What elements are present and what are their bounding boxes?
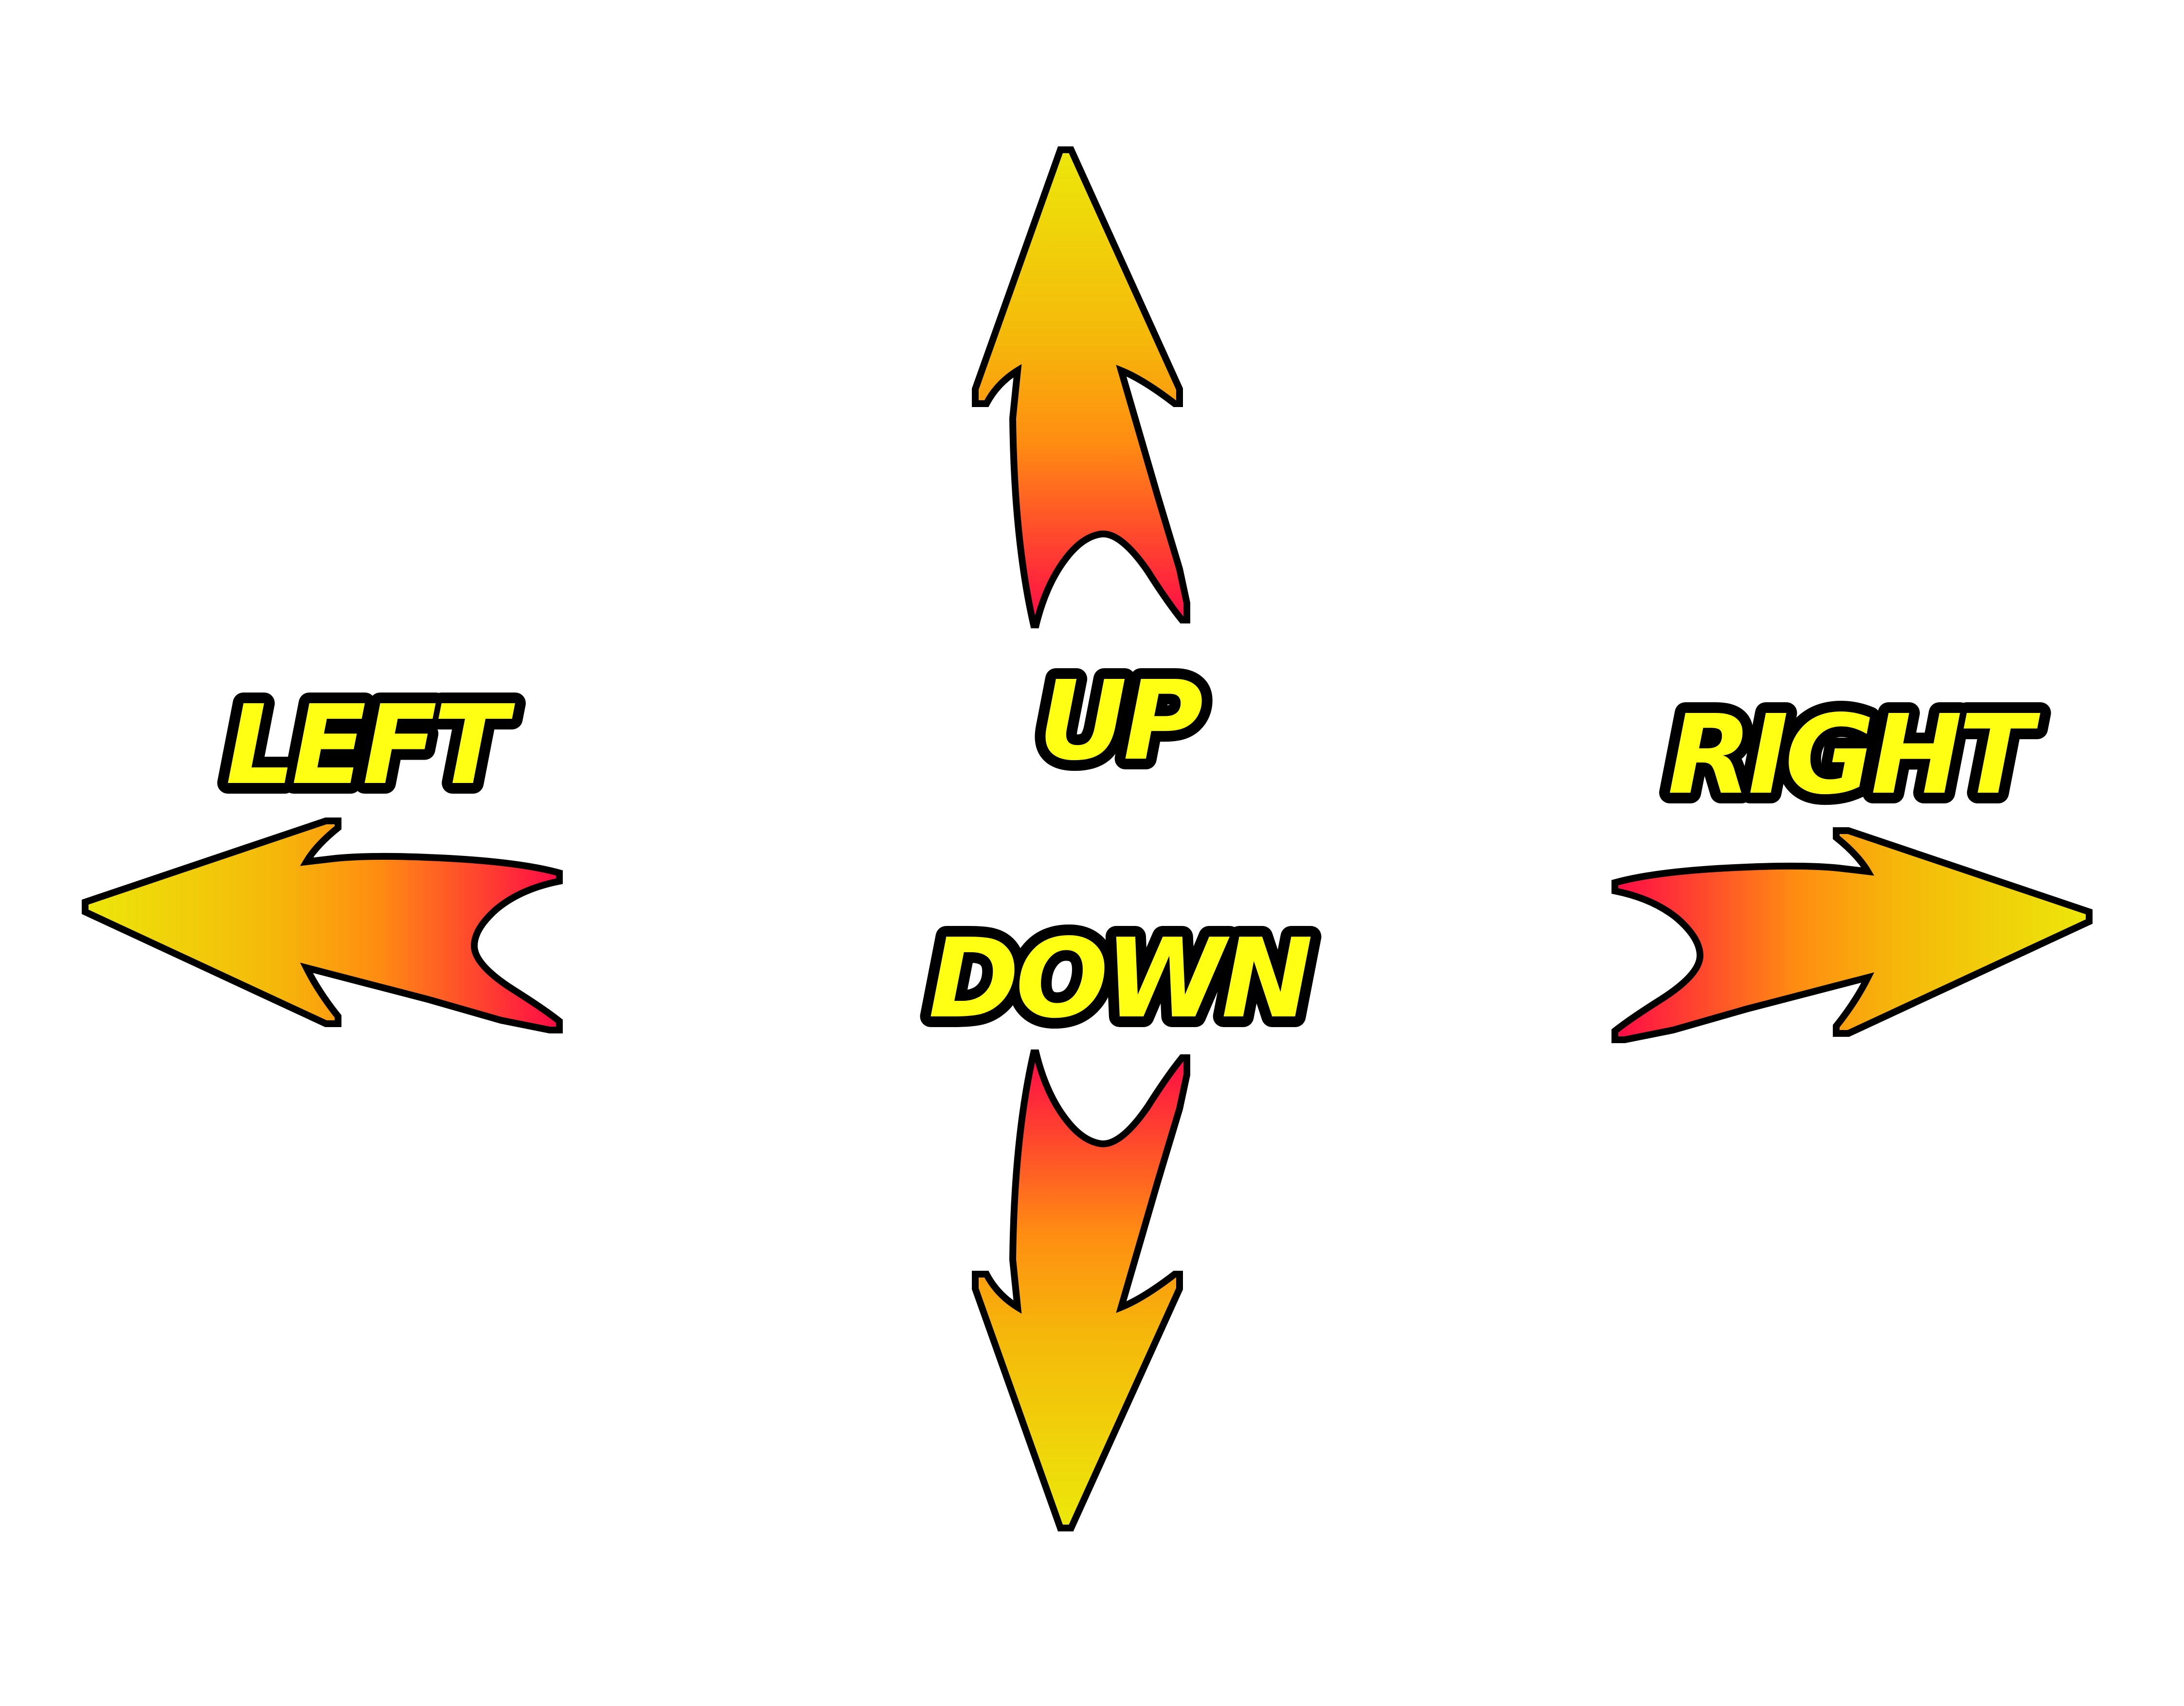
arrow-right-icon	[1611, 827, 2093, 1043]
arrow-down-icon	[972, 1049, 1190, 1531]
label-left: LEFT	[226, 682, 516, 809]
label-up: UP	[1038, 658, 1202, 785]
label-right: RIGHT	[1667, 692, 2041, 819]
arrow-up-icon	[972, 146, 1190, 628]
label-down: DOWN	[929, 915, 1311, 1043]
arrow-left-icon	[82, 817, 563, 1033]
